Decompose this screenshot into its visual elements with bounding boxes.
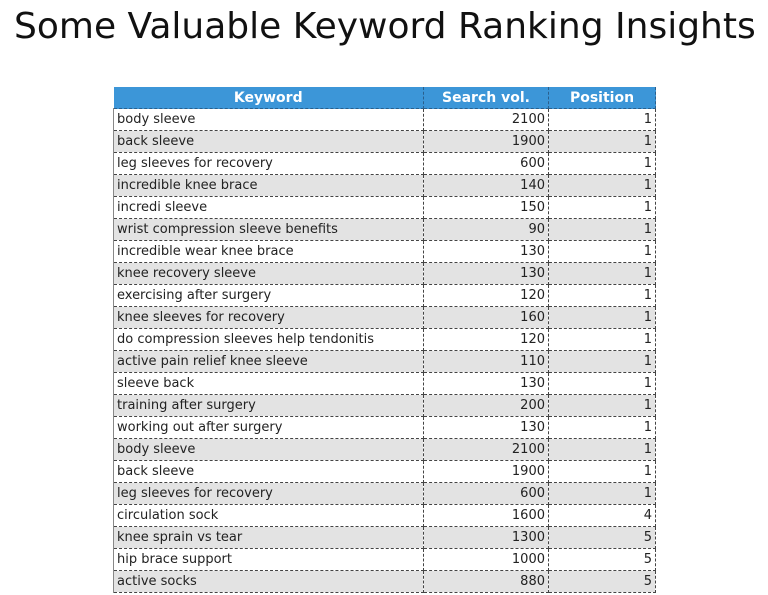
column-header-keyword[interactable]: Keyword bbox=[113, 87, 424, 109]
table-row: incredible knee brace 140 1 bbox=[113, 174, 656, 197]
table-row: incredi sleeve 150 1 bbox=[113, 196, 656, 219]
search-volume-cell[interactable]: 600 bbox=[423, 152, 549, 175]
table-row: incredible wear knee brace 130 1 bbox=[113, 240, 656, 263]
table-row: working out after surgery 130 1 bbox=[113, 416, 656, 439]
position-cell[interactable]: 1 bbox=[548, 196, 656, 219]
position-cell[interactable]: 1 bbox=[548, 460, 656, 483]
keyword-cell[interactable]: incredi sleeve bbox=[113, 196, 424, 219]
column-header-search-volume[interactable]: Search vol. bbox=[423, 87, 549, 109]
keyword-cell[interactable]: knee sprain vs tear bbox=[113, 526, 424, 549]
search-volume-cell[interactable]: 90 bbox=[423, 218, 549, 241]
search-volume-cell[interactable]: 150 bbox=[423, 196, 549, 219]
position-cell[interactable]: 1 bbox=[548, 328, 656, 351]
search-volume-cell[interactable]: 140 bbox=[423, 174, 549, 197]
position-cell[interactable]: 1 bbox=[548, 108, 656, 131]
table-header-row: Keyword Search vol. Position bbox=[113, 87, 656, 109]
position-cell[interactable]: 1 bbox=[548, 416, 656, 439]
position-cell[interactable]: 1 bbox=[548, 394, 656, 417]
table-row: knee sleeves for recovery 160 1 bbox=[113, 306, 656, 329]
keyword-cell[interactable]: leg sleeves for recovery bbox=[113, 152, 424, 175]
position-cell[interactable]: 1 bbox=[548, 438, 656, 461]
search-volume-cell[interactable]: 200 bbox=[423, 394, 549, 417]
keyword-cell[interactable]: active pain relief knee sleeve bbox=[113, 350, 424, 373]
table-row: back sleeve 1900 1 bbox=[113, 460, 656, 483]
keyword-cell[interactable]: body sleeve bbox=[113, 108, 424, 131]
position-cell[interactable]: 1 bbox=[548, 262, 656, 285]
keyword-cell[interactable]: back sleeve bbox=[113, 130, 424, 153]
table-body: body sleeve 2100 1 back sleeve 1900 1 leg slee… bbox=[113, 108, 656, 593]
keyword-cell[interactable]: knee recovery sleeve bbox=[113, 262, 424, 285]
page-title: Some Valuable Keyword Ranking Insights bbox=[14, 6, 756, 47]
search-volume-cell[interactable]: 110 bbox=[423, 350, 549, 373]
search-volume-cell[interactable]: 130 bbox=[423, 240, 549, 263]
column-header-position[interactable]: Position bbox=[548, 87, 656, 109]
position-cell[interactable]: 1 bbox=[548, 218, 656, 241]
position-cell[interactable]: 5 bbox=[548, 526, 656, 549]
search-volume-cell[interactable]: 130 bbox=[423, 372, 549, 395]
table-row: body sleeve 2100 1 bbox=[113, 438, 656, 461]
table-row: training after surgery 200 1 bbox=[113, 394, 656, 417]
position-cell[interactable]: 1 bbox=[548, 152, 656, 175]
keyword-cell[interactable]: incredible knee brace bbox=[113, 174, 424, 197]
keyword-cell[interactable]: training after surgery bbox=[113, 394, 424, 417]
keyword-cell[interactable]: knee sleeves for recovery bbox=[113, 306, 424, 329]
table-row: circulation sock 1600 4 bbox=[113, 504, 656, 527]
search-volume-cell[interactable]: 130 bbox=[423, 416, 549, 439]
table-row: knee recovery sleeve 130 1 bbox=[113, 262, 656, 285]
table-row: sleeve back 130 1 bbox=[113, 372, 656, 395]
search-volume-cell[interactable]: 1000 bbox=[423, 548, 549, 571]
keyword-cell[interactable]: incredible wear knee brace bbox=[113, 240, 424, 263]
search-volume-cell[interactable]: 120 bbox=[423, 284, 549, 307]
position-cell[interactable]: 4 bbox=[548, 504, 656, 527]
position-cell[interactable]: 1 bbox=[548, 174, 656, 197]
table-row: back sleeve 1900 1 bbox=[113, 130, 656, 153]
table-row: knee sprain vs tear 1300 5 bbox=[113, 526, 656, 549]
table-row: do compression sleeves help tendonitis 12… bbox=[113, 328, 656, 351]
search-volume-cell[interactable]: 130 bbox=[423, 262, 549, 285]
table-row: exercising after surgery 120 1 bbox=[113, 284, 656, 307]
position-cell[interactable]: 1 bbox=[548, 240, 656, 263]
table-row: active socks 880 5 bbox=[113, 570, 656, 593]
table-row: leg sleeves for recovery 600 1 bbox=[113, 152, 656, 175]
search-volume-cell[interactable]: 160 bbox=[423, 306, 549, 329]
keyword-cell[interactable]: working out after surgery bbox=[113, 416, 424, 439]
search-volume-cell[interactable]: 120 bbox=[423, 328, 549, 351]
table-row: wrist compression sleeve benefits 90 1 bbox=[113, 218, 656, 241]
search-volume-cell[interactable]: 1900 bbox=[423, 130, 549, 153]
position-cell[interactable]: 1 bbox=[548, 350, 656, 373]
position-cell[interactable]: 1 bbox=[548, 482, 656, 505]
keyword-ranking-table: Keyword Search vol. Position body sleeve… bbox=[113, 87, 656, 593]
search-volume-cell[interactable]: 2100 bbox=[423, 108, 549, 131]
keyword-cell[interactable]: body sleeve bbox=[113, 438, 424, 461]
position-cell[interactable]: 5 bbox=[548, 570, 656, 593]
keyword-cell[interactable]: exercising after surgery bbox=[113, 284, 424, 307]
table-row: active pain relief knee sleeve 110 1 bbox=[113, 350, 656, 373]
search-volume-cell[interactable]: 600 bbox=[423, 482, 549, 505]
position-cell[interactable]: 5 bbox=[548, 548, 656, 571]
position-cell[interactable]: 1 bbox=[548, 130, 656, 153]
keyword-cell[interactable]: leg sleeves for recovery bbox=[113, 482, 424, 505]
search-volume-cell[interactable]: 1600 bbox=[423, 504, 549, 527]
position-cell[interactable]: 1 bbox=[548, 306, 656, 329]
keyword-cell[interactable]: circulation sock bbox=[113, 504, 424, 527]
position-cell[interactable]: 1 bbox=[548, 284, 656, 307]
keyword-cell[interactable]: wrist compression sleeve benefits bbox=[113, 218, 424, 241]
position-cell[interactable]: 1 bbox=[548, 372, 656, 395]
keyword-cell[interactable]: do compression sleeves help tendonitis bbox=[113, 328, 424, 351]
table-row: leg sleeves for recovery 600 1 bbox=[113, 482, 656, 505]
search-volume-cell[interactable]: 1900 bbox=[423, 460, 549, 483]
table-row: hip brace support 1000 5 bbox=[113, 548, 656, 571]
search-volume-cell[interactable]: 880 bbox=[423, 570, 549, 593]
search-volume-cell[interactable]: 2100 bbox=[423, 438, 549, 461]
keyword-cell[interactable]: back sleeve bbox=[113, 460, 424, 483]
table-row: body sleeve 2100 1 bbox=[113, 108, 656, 131]
keyword-cell[interactable]: sleeve back bbox=[113, 372, 424, 395]
keyword-cell[interactable]: active socks bbox=[113, 570, 424, 593]
search-volume-cell[interactable]: 1300 bbox=[423, 526, 549, 549]
keyword-cell[interactable]: hip brace support bbox=[113, 548, 424, 571]
